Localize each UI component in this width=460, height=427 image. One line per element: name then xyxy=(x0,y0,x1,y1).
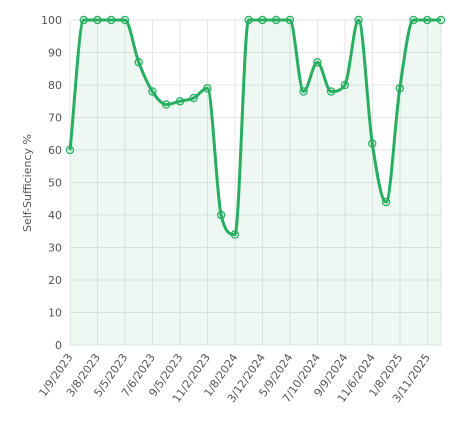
data-point[interactable] xyxy=(409,15,418,25)
x-axis: 1/9/20233/8/20235/5/20237/6/20239/5/2023… xyxy=(36,351,432,405)
data-point[interactable] xyxy=(326,87,336,96)
data-point[interactable] xyxy=(436,15,446,25)
y-tick-label: 10 xyxy=(48,307,62,320)
data-point[interactable] xyxy=(258,15,267,25)
y-tick-label: 90 xyxy=(48,47,62,60)
data-point[interactable] xyxy=(148,87,157,96)
y-axis: 0 10 20 30 40 50 60 70 80 90 100 xyxy=(41,14,62,352)
series-area xyxy=(70,20,441,345)
data-point[interactable] xyxy=(79,15,88,25)
data-point[interactable] xyxy=(381,197,391,207)
data-point[interactable] xyxy=(189,93,198,103)
y-tick-label: 60 xyxy=(48,144,62,157)
y-tick-label: 20 xyxy=(48,274,62,287)
data-point[interactable] xyxy=(161,100,171,109)
data-point[interactable] xyxy=(313,58,322,67)
data-point[interactable] xyxy=(395,84,404,93)
data-point[interactable] xyxy=(368,139,377,148)
series-line xyxy=(68,18,441,237)
y-tick-label: 40 xyxy=(48,209,62,222)
data-point[interactable] xyxy=(134,58,143,67)
y-tick-label: 0 xyxy=(55,339,62,352)
data-point[interactable] xyxy=(271,15,281,25)
grid xyxy=(69,19,442,346)
y-tick-label: 80 xyxy=(48,79,62,92)
data-point[interactable] xyxy=(203,84,212,93)
y-tick-label: 70 xyxy=(48,112,62,125)
data-point[interactable] xyxy=(299,87,308,96)
data-point[interactable] xyxy=(423,15,432,25)
y-tick-label: 30 xyxy=(48,242,62,255)
data-point[interactable] xyxy=(244,15,253,25)
data-point[interactable] xyxy=(93,15,102,25)
data-point[interactable] xyxy=(107,15,116,25)
data-point[interactable] xyxy=(175,97,185,106)
data-point[interactable] xyxy=(65,145,75,155)
data-point[interactable] xyxy=(216,210,226,220)
data-point[interactable] xyxy=(230,230,240,239)
data-points xyxy=(65,15,446,239)
series-area-layer xyxy=(70,20,441,345)
y-tick-label: 100 xyxy=(41,14,62,27)
y-axis-title: Self-Sufficiency % xyxy=(21,134,34,232)
data-point[interactable] xyxy=(120,15,130,25)
data-point[interactable] xyxy=(285,15,295,25)
y-tick-label: 50 xyxy=(48,177,62,190)
data-point[interactable] xyxy=(340,80,350,90)
data-point[interactable] xyxy=(354,15,363,25)
series-line-layer xyxy=(68,18,441,237)
